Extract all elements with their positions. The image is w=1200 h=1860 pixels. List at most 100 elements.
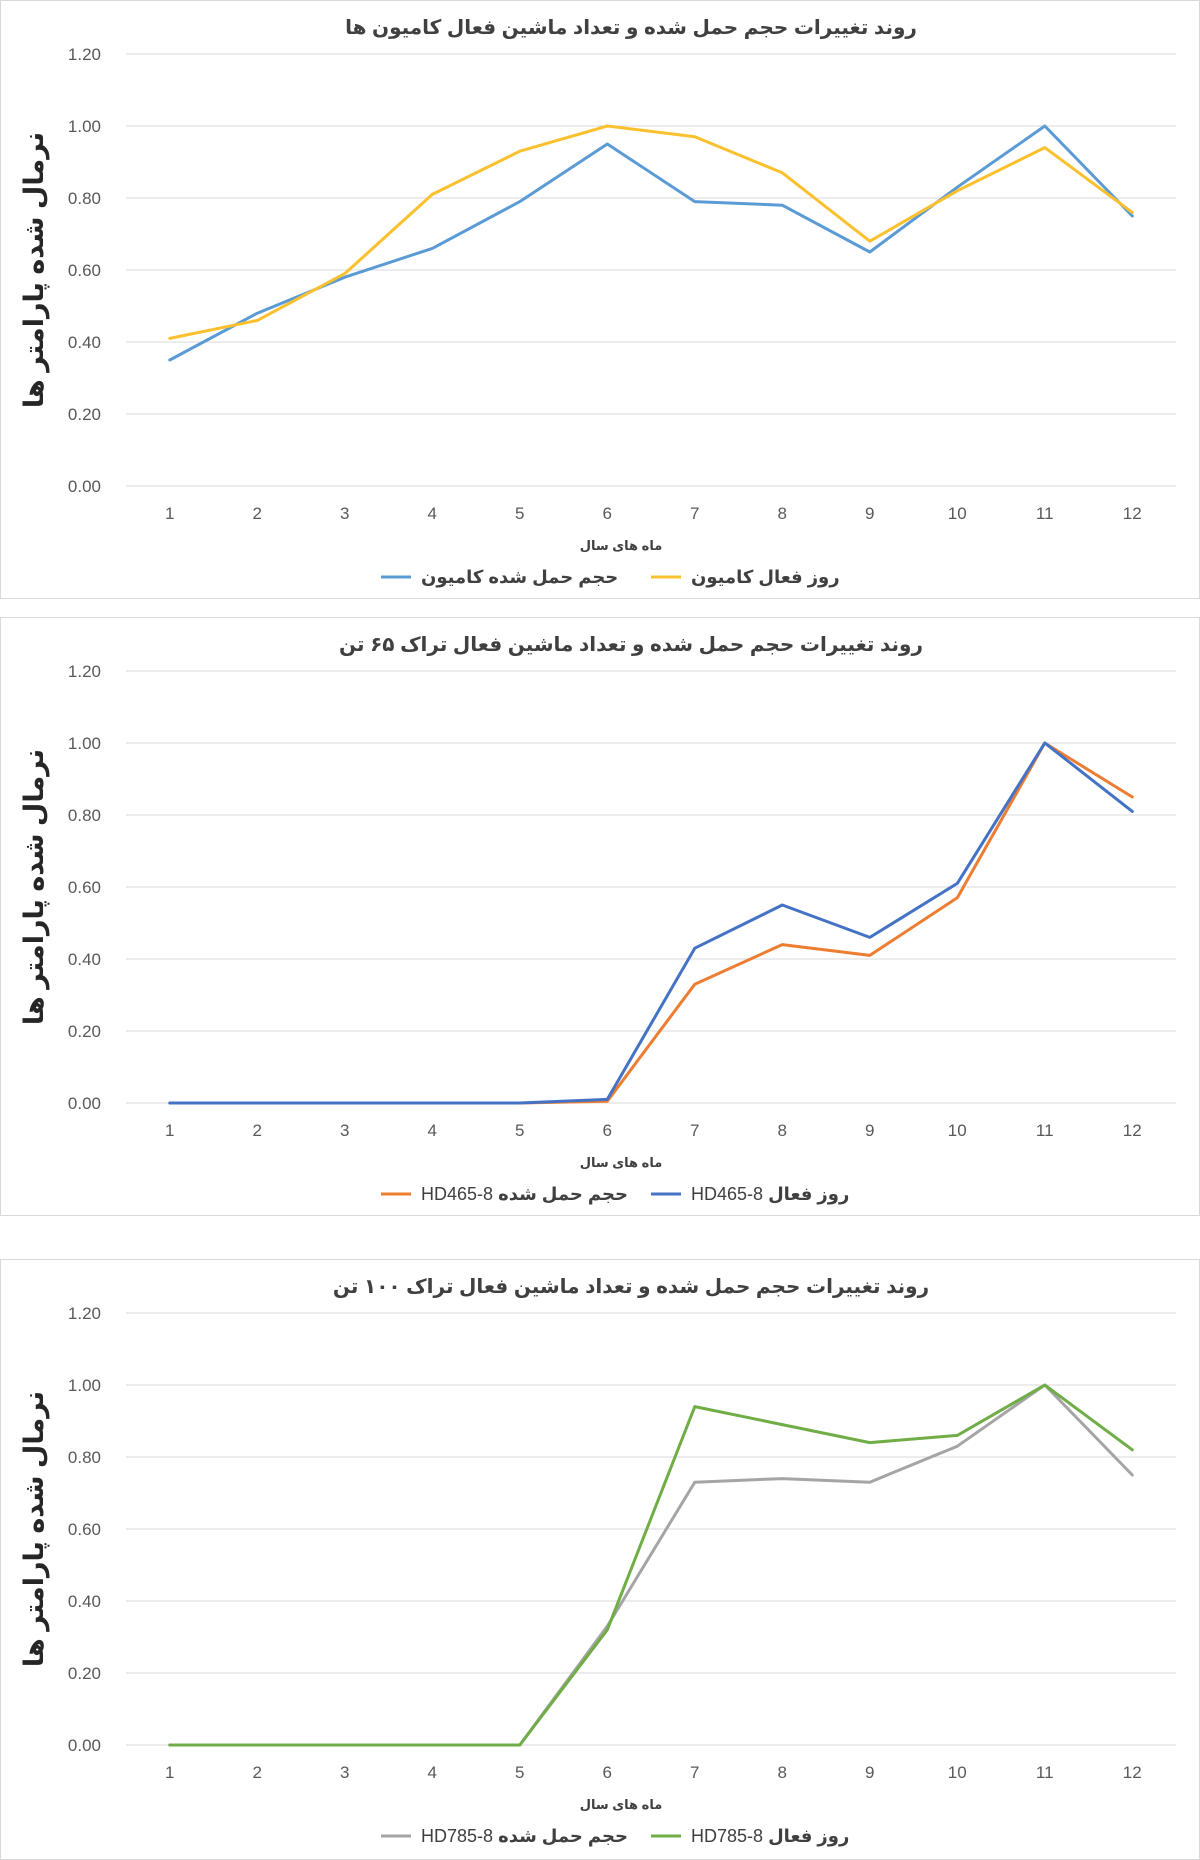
y-tick-label: 0.60 (68, 261, 101, 280)
x-tick-label: 1 (165, 1763, 174, 1782)
legend-name: روز فعال (768, 1826, 849, 1847)
y-tick-label: 1.00 (68, 734, 101, 753)
legend-name: حجم حمل شده (498, 1826, 628, 1846)
legend-label: HD465-8 حجم حمل شده (421, 1184, 628, 1204)
legend-model: HD465-8 (691, 1184, 763, 1204)
x-tick-label: 3 (340, 1121, 349, 1140)
chart-svg: روند تغییرات حجم حمل شده و تعداد ماشین ف… (19, 634, 1176, 1205)
legend-label: روز فعال کامیون (691, 567, 840, 588)
legend-label: HD465-8 روز فعال (691, 1184, 849, 1205)
x-tick-label: 7 (690, 1763, 699, 1782)
x-tick-label: 7 (690, 1121, 699, 1140)
series-line-1 (168, 1383, 1134, 1747)
x-tick-label: 2 (253, 1763, 262, 1782)
legend-label: حجم حمل شده کامیون (421, 567, 618, 588)
legend-item-1: HD465-8 حجم حمل شده (381, 1184, 628, 1204)
y-axis-label: نرمال شده پارامتر ها (19, 1391, 50, 1667)
legend-label: HD785-8 روز فعال (691, 1826, 849, 1847)
chart-svg: روند تغییرات حجم حمل شده و تعداد ماشین ف… (19, 17, 1176, 588)
x-tick-label: 2 (253, 504, 262, 523)
series-line-2 (168, 1383, 1134, 1747)
x-tick-label: 8 (778, 504, 787, 523)
x-tick-label: 11 (1036, 1121, 1054, 1140)
y-tick-label: 0.80 (68, 189, 101, 208)
y-tick-label: 0.60 (68, 1520, 101, 1539)
x-tick-label: 9 (865, 1121, 874, 1140)
y-tick-label: 0.40 (68, 950, 101, 969)
x-tick-label: 12 (1123, 504, 1142, 523)
x-tick-label: 12 (1123, 1121, 1142, 1140)
y-tick-label: 1.00 (68, 1376, 101, 1395)
x-tick-label: 8 (778, 1121, 787, 1140)
series-line-1 (168, 124, 1134, 362)
legend-name: روز فعال کامیون (691, 567, 840, 588)
x-axis-label: ماه های سال (580, 1797, 663, 1812)
legend-model: HD465-8 (421, 1184, 493, 1204)
chart-title: روند تغییرات حجم حمل شده و تعداد ماشین ف… (339, 634, 923, 656)
y-tick-label: 0.60 (68, 878, 101, 897)
y-tick-label: 0.80 (68, 806, 101, 825)
x-tick-label: 12 (1123, 1763, 1142, 1782)
chart-title: روند تغییرات حجم حمل شده و تعداد ماشین ف… (333, 1276, 929, 1298)
x-axis-label: ماه های سال (580, 538, 663, 553)
y-tick-label: 0.00 (68, 1736, 101, 1755)
legend-label: HD785-8 حجم حمل شده (421, 1826, 628, 1846)
legend-name: حجم حمل شده (498, 1184, 628, 1204)
x-tick-label: 5 (515, 504, 524, 523)
x-tick-label: 2 (253, 1121, 262, 1140)
y-tick-label: 0.20 (68, 1664, 101, 1683)
x-tick-label: 4 (428, 1763, 437, 1782)
x-tick-label: 9 (865, 504, 874, 523)
chart-panel-100t: روند تغییرات حجم حمل شده و تعداد ماشین ف… (0, 1259, 1200, 1860)
x-tick-label: 11 (1036, 1763, 1054, 1782)
series-line-2 (168, 741, 1134, 1105)
y-tick-label: 1.00 (68, 117, 101, 136)
x-tick-label: 5 (515, 1763, 524, 1782)
x-tick-label: 3 (340, 1763, 349, 1782)
y-tick-label: 1.20 (68, 1304, 101, 1323)
chart-svg: روند تغییرات حجم حمل شده و تعداد ماشین ف… (19, 1276, 1176, 1847)
x-axis-label: ماه های سال (580, 1155, 663, 1170)
x-tick-label: 8 (778, 1763, 787, 1782)
y-tick-label: 0.40 (68, 333, 101, 352)
x-tick-label: 3 (340, 504, 349, 523)
x-tick-label: 10 (948, 1121, 967, 1140)
x-tick-label: 9 (865, 1763, 874, 1782)
series-line-2 (168, 124, 1134, 340)
y-tick-label: 1.20 (68, 45, 101, 64)
x-tick-label: 1 (165, 1121, 174, 1140)
legend-name: حجم حمل شده کامیون (421, 567, 618, 588)
y-axis-label: نرمال شده پارامتر ها (19, 749, 50, 1025)
x-tick-label: 10 (948, 504, 967, 523)
y-tick-label: 1.20 (68, 662, 101, 681)
legend-item-2: HD785-8 روز فعال (651, 1826, 849, 1847)
x-tick-label: 1 (165, 504, 174, 523)
series-line-1 (168, 741, 1134, 1105)
chart-panel-trucks: روند تغییرات حجم حمل شده و تعداد ماشین ف… (0, 0, 1200, 599)
legend-item-1: حجم حمل شده کامیون (381, 567, 618, 588)
legend-item-2: HD465-8 روز فعال (651, 1184, 849, 1205)
x-tick-label: 6 (603, 1763, 612, 1782)
y-axis-label: نرمال شده پارامتر ها (19, 132, 50, 408)
legend-item-1: HD785-8 حجم حمل شده (381, 1826, 628, 1846)
x-tick-label: 4 (428, 1121, 437, 1140)
chart-title: روند تغییرات حجم حمل شده و تعداد ماشین ف… (345, 17, 917, 39)
y-tick-label: 0.20 (68, 1022, 101, 1041)
x-tick-label: 4 (428, 504, 437, 523)
y-tick-label: 0.80 (68, 1448, 101, 1467)
chart-panel-65t: روند تغییرات حجم حمل شده و تعداد ماشین ف… (0, 617, 1200, 1216)
legend-item-2: روز فعال کامیون (651, 567, 840, 588)
x-tick-label: 6 (603, 504, 612, 523)
x-tick-label: 5 (515, 1121, 524, 1140)
y-tick-label: 0.00 (68, 477, 101, 496)
y-tick-label: 0.40 (68, 1592, 101, 1611)
x-tick-label: 6 (603, 1121, 612, 1140)
legend-model: HD785-8 (691, 1826, 763, 1846)
legend-model: HD785-8 (421, 1826, 493, 1846)
y-tick-label: 0.20 (68, 405, 101, 424)
x-tick-label: 11 (1036, 504, 1054, 523)
y-tick-label: 0.00 (68, 1094, 101, 1113)
x-tick-label: 7 (690, 504, 699, 523)
x-tick-label: 10 (948, 1763, 967, 1782)
legend-name: روز فعال (768, 1184, 849, 1205)
